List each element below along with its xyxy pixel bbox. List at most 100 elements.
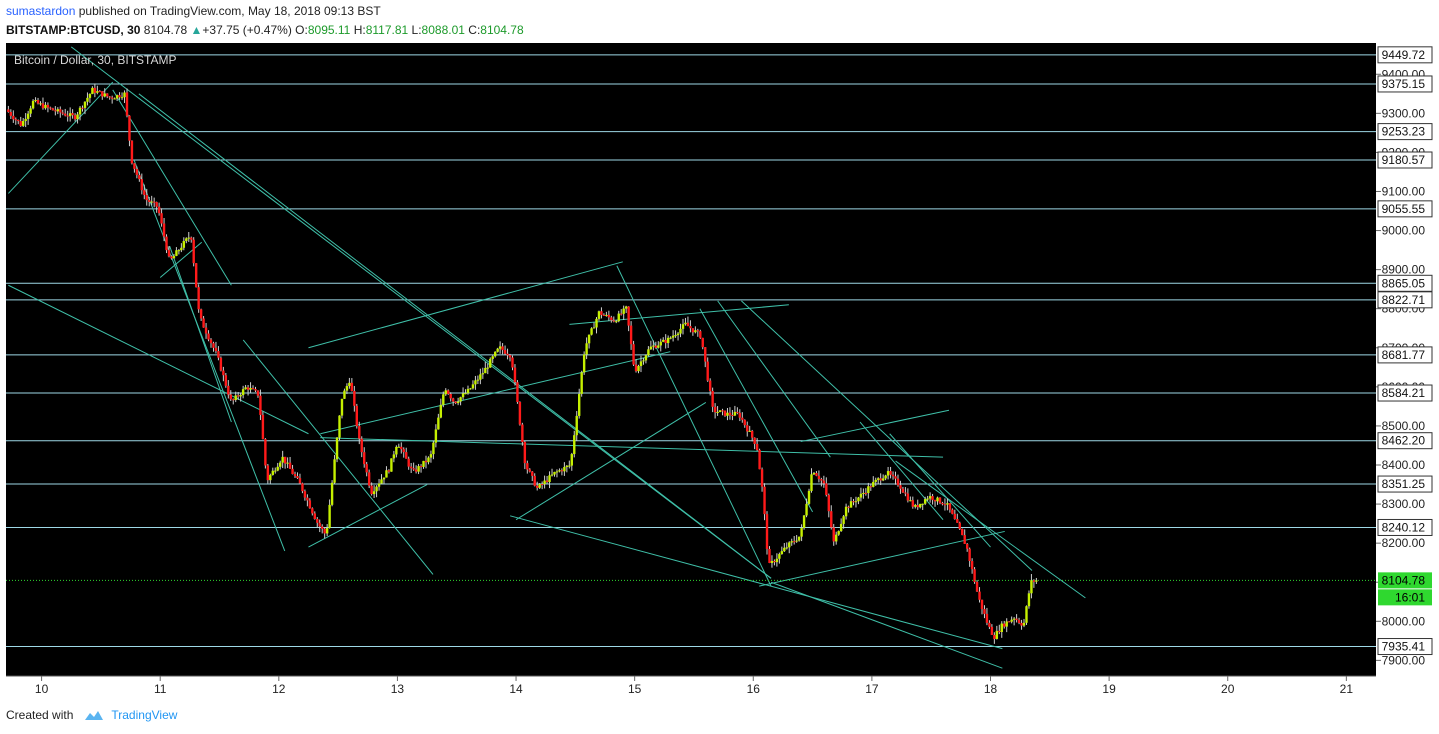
- candle-body: [456, 401, 460, 404]
- candle-body: [491, 356, 494, 359]
- candle-body: [412, 468, 415, 470]
- candle-body: [202, 318, 205, 328]
- candle-body: [518, 402, 522, 425]
- candle-body: [133, 163, 136, 169]
- level-label: 7935.41: [1382, 640, 1426, 654]
- level-label-box: [1377, 518, 1433, 536]
- y-tick-label: 8300.00: [1382, 497, 1426, 511]
- candle-body: [622, 308, 625, 314]
- candle-body: [970, 561, 974, 570]
- candle-body: [402, 449, 405, 453]
- trendline: [70, 46, 772, 579]
- candle-body: [647, 349, 650, 356]
- candle-body: [382, 477, 386, 480]
- candle-body: [896, 478, 900, 486]
- candle-body: [466, 388, 470, 394]
- candle-body: [288, 462, 292, 469]
- candle-body: [980, 599, 984, 610]
- candle-body: [439, 404, 443, 418]
- candle-body: [93, 87, 97, 93]
- candle-body: [328, 504, 331, 528]
- candle-body: [318, 522, 321, 527]
- candle-body: [830, 511, 833, 528]
- candle-body: [921, 503, 924, 505]
- candle-body: [620, 313, 623, 315]
- candle-body: [844, 506, 848, 517]
- candle-body: [434, 429, 438, 443]
- candle-body: [919, 503, 922, 508]
- price-chart[interactable]: 7900.008000.008100.008200.008300.008400.…: [6, 43, 1433, 698]
- candle-body: [1003, 623, 1006, 627]
- trendline: [889, 433, 991, 548]
- candle-body: [516, 382, 519, 403]
- candle-body: [926, 498, 929, 500]
- candle-body: [454, 401, 457, 404]
- candle-body: [859, 493, 863, 498]
- candle-body: [125, 92, 129, 116]
- candle-body: [350, 382, 354, 391]
- candle-body: [911, 500, 915, 507]
- trendline: [859, 421, 944, 521]
- candle-body: [550, 474, 554, 476]
- level-label-box: [1377, 200, 1433, 218]
- time-scale: [6, 676, 1376, 698]
- candle-body: [311, 508, 314, 514]
- candle-body: [26, 113, 30, 119]
- candle-body: [540, 484, 544, 486]
- trendline: [699, 308, 814, 513]
- chart-area[interactable]: 7900.008000.008100.008200.008300.008400.…: [6, 43, 1433, 698]
- candle-body: [600, 311, 603, 316]
- trendline: [8, 284, 309, 435]
- candle-body: [39, 103, 42, 105]
- candle-body: [150, 201, 153, 203]
- candle-body: [1010, 619, 1013, 622]
- candle-body: [741, 417, 744, 420]
- candle-body: [56, 109, 59, 112]
- candle-body: [130, 140, 134, 164]
- chart-title: Bitcoin / Dollar, 30, BITSTAMP: [14, 53, 177, 67]
- candle-body: [951, 509, 954, 514]
- candle-body: [496, 348, 499, 352]
- candle-body: [817, 475, 821, 480]
- candle-body: [877, 478, 880, 480]
- candle-body: [706, 361, 709, 381]
- high-value: 8117.81: [365, 23, 409, 37]
- candle-body: [1025, 606, 1028, 623]
- candle-body: [644, 355, 648, 361]
- candle-body: [674, 335, 677, 337]
- candle-body: [227, 385, 230, 395]
- trendline: [112, 89, 232, 286]
- close-label: C:: [468, 23, 481, 37]
- candle-body: [241, 389, 245, 396]
- candle-body: [405, 452, 408, 459]
- candle-body: [607, 314, 611, 318]
- candle-body: [998, 630, 1001, 633]
- candle-body: [432, 442, 435, 455]
- candle-body: [563, 466, 566, 472]
- candle-body: [788, 542, 791, 548]
- candle-body: [632, 344, 635, 365]
- change-value: +37.75 (+0.47%): [202, 23, 292, 37]
- candle-body: [41, 103, 45, 109]
- candle-body: [123, 92, 126, 98]
- candle-body: [148, 200, 151, 202]
- candle-body: [773, 560, 776, 563]
- level-label: 9449.72: [1382, 48, 1426, 62]
- last-price: 8104.78: [143, 23, 188, 37]
- candle-body: [938, 497, 942, 503]
- candle-body: [476, 379, 480, 381]
- candle-body: [120, 97, 124, 99]
- candle-body: [602, 315, 606, 317]
- tradingview-link[interactable]: TradingView: [81, 708, 177, 722]
- candle-body: [145, 194, 148, 201]
- candle-body: [770, 560, 774, 563]
- countdown-box: [1378, 589, 1432, 606]
- level-label: 8584.21: [1382, 386, 1426, 400]
- author-link[interactable]: sumastardon: [6, 4, 76, 18]
- candle-body: [429, 454, 433, 458]
- low-label: L:: [411, 23, 422, 37]
- candle-body: [862, 492, 865, 494]
- candle-body: [941, 502, 944, 505]
- level-label: 8462.20: [1382, 434, 1426, 448]
- candle-body: [199, 309, 203, 319]
